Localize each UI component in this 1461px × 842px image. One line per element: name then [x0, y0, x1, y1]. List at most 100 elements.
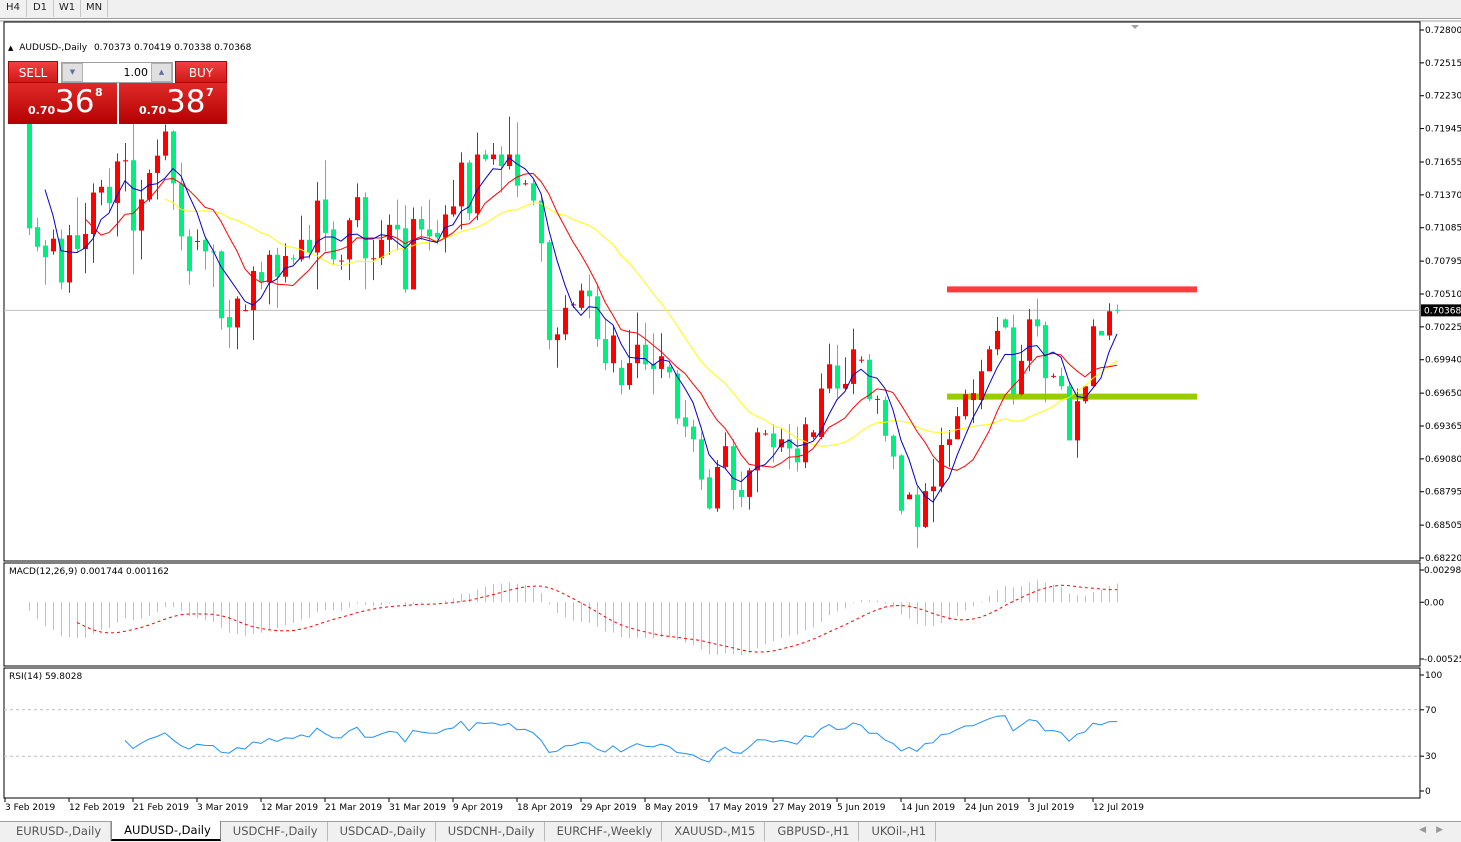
- buy-price-prefix: 0.70: [139, 104, 167, 117]
- lot-increase-button[interactable]: ▲: [151, 63, 172, 82]
- candle: [59, 229, 64, 290]
- candle-body: [763, 433, 768, 435]
- timeframe-w1-button[interactable]: W1: [54, 0, 81, 17]
- chart-window[interactable]: 0.72800 0.72515 0.72230 0.71945 0.71655 0.713…: [0, 19, 1461, 819]
- candle: [867, 353, 872, 402]
- candle-body: [347, 220, 352, 260]
- date-axis-label: 31 Mar 2019: [389, 803, 446, 813]
- candle-body: [331, 229, 336, 260]
- tab-eurusd-daily[interactable]: EURUSD-,Daily: [4, 822, 112, 841]
- candle-body: [83, 234, 88, 250]
- candle-body: [123, 160, 128, 162]
- candle: [995, 317, 1000, 356]
- date-axis-label: 9 Apr 2019: [453, 803, 503, 813]
- tab-scroll-arrows-icon[interactable]: ◀▶: [1419, 825, 1453, 835]
- candle: [347, 217, 352, 281]
- candle-body: [699, 439, 704, 480]
- candle-body: [707, 477, 712, 509]
- candle-body: [627, 363, 632, 386]
- date-axis-label: 14 Jun 2019: [901, 803, 955, 813]
- candle-body: [739, 489, 744, 497]
- candle-body: [595, 296, 600, 339]
- lot-stepper: ▼ ▲: [61, 62, 173, 83]
- candle-body: [267, 254, 272, 283]
- candle-body: [515, 154, 520, 186]
- timeframe-mn-button[interactable]: MN: [81, 0, 108, 17]
- candle: [947, 430, 952, 467]
- candle: [835, 344, 840, 398]
- candle-body: [611, 335, 616, 364]
- lot-decrease-button[interactable]: ▼: [62, 63, 83, 82]
- candle: [579, 283, 584, 311]
- candle: [315, 182, 320, 290]
- candle: [803, 417, 808, 469]
- candle-body: [227, 317, 232, 328]
- candle: [1115, 304, 1120, 314]
- tab-usdcad-daily[interactable]: USDCAD-,Daily: [328, 822, 436, 841]
- candle: [955, 406, 960, 440]
- price-axis-label: 0.69650: [1425, 389, 1461, 399]
- candle: [1011, 314, 1016, 405]
- candle: [283, 243, 288, 283]
- candle-body: [563, 307, 568, 335]
- candle-body: [395, 224, 400, 230]
- tab-eurchf-weekly[interactable]: EURCHF-,Weekly: [545, 822, 663, 841]
- candle-body: [99, 186, 104, 193]
- candle: [163, 124, 168, 161]
- candle: [467, 160, 472, 221]
- buy-price-fraction: 7: [206, 86, 214, 99]
- macd-label: MACD(12,26,9) 0.001744 0.001162: [9, 567, 169, 577]
- tab-audusd-daily[interactable]: AUDUSD-,Daily: [111, 821, 221, 841]
- candle-body: [587, 290, 592, 297]
- candle: [1075, 388, 1080, 458]
- candle: [331, 221, 336, 266]
- candle-body: [715, 466, 720, 509]
- candle-body: [923, 491, 928, 527]
- candle: [595, 283, 600, 348]
- candle-body: [203, 239, 208, 252]
- candle: [843, 357, 848, 390]
- buy-button[interactable]: BUY: [175, 61, 227, 83]
- candle: [419, 206, 424, 240]
- buy-price-button[interactable]: 0.70 38 7: [119, 83, 227, 124]
- candle-body: [451, 206, 456, 215]
- candle: [171, 130, 176, 210]
- candle-body: [403, 228, 408, 290]
- candle: [259, 261, 264, 290]
- candle-body: [411, 219, 416, 290]
- candle-body: [891, 435, 896, 457]
- candle: [899, 454, 904, 515]
- candle-body: [1011, 327, 1016, 395]
- tab-usdcnh-daily[interactable]: USDCNH-,Daily: [436, 822, 545, 841]
- candle: [91, 183, 96, 263]
- candle: [107, 168, 112, 213]
- candle-body: [387, 224, 392, 240]
- sell-price-button[interactable]: 0.70 36 8: [8, 83, 117, 124]
- sell-button[interactable]: SELL: [8, 61, 58, 83]
- date-axis-label: 29 Apr 2019: [581, 803, 637, 813]
- tab-gbpusd-h1[interactable]: GBPUSD-,H1: [765, 822, 860, 841]
- candle-body: [755, 432, 760, 471]
- candle-body: [459, 162, 464, 207]
- tab-ukoil-h1[interactable]: UKOil-,H1: [859, 822, 937, 841]
- tab-xauusd-m15[interactable]: XAUUSD-,M15: [662, 822, 766, 841]
- candle: [619, 359, 624, 395]
- price-axis-label: 0.70225: [1425, 323, 1461, 333]
- candle: [67, 224, 72, 293]
- candle-body: [907, 494, 912, 500]
- candle-body: [539, 200, 544, 244]
- timeframe-h4-button[interactable]: H4: [0, 0, 27, 17]
- date-axis-label: 12 Feb 2019: [69, 803, 125, 813]
- timeframe-d1-button[interactable]: D1: [27, 0, 54, 17]
- price-axis-label: 0.72515: [1425, 59, 1461, 69]
- lot-input[interactable]: [84, 64, 148, 80]
- price-chart[interactable]: 0.72800 0.72515 0.72230 0.71945 0.71655 0.713…: [0, 19, 1461, 819]
- tab-usdchf-daily[interactable]: USDCHF-,Daily: [221, 822, 328, 841]
- candle: [787, 424, 792, 470]
- collapse-triangle-icon[interactable]: ▲: [8, 44, 14, 52]
- candle-body: [667, 366, 672, 373]
- candle-body: [1091, 326, 1096, 387]
- candle-body: [571, 304, 576, 306]
- candle-body: [771, 433, 776, 448]
- candle: [411, 207, 416, 290]
